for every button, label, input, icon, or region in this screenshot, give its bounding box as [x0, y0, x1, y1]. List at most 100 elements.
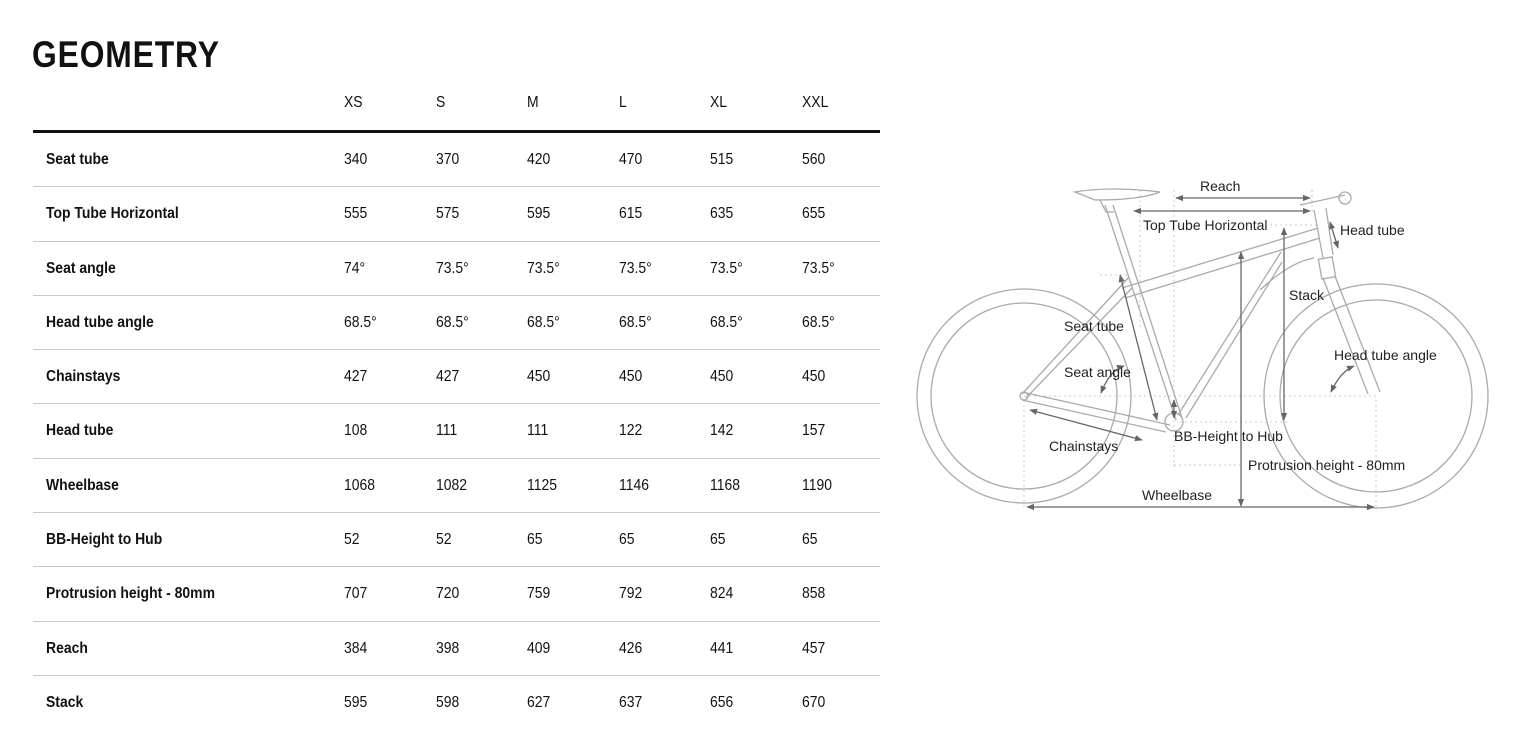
- cell-value: 73.5°: [436, 259, 469, 277]
- cell-value: 65: [802, 531, 818, 549]
- cell-value: 1190: [802, 476, 833, 494]
- row-label: Seat tube: [46, 151, 109, 168]
- label-chainstays: Chainstays: [1049, 438, 1118, 454]
- cell-value: 68.5°: [436, 313, 469, 331]
- label-bb-height: BB-Height to Hub: [1174, 428, 1283, 444]
- table-row: Chainstays 427 427 450 450 450 450: [33, 350, 880, 405]
- cell-value: 340: [344, 151, 368, 168]
- size-header: XL: [710, 94, 728, 111]
- cell-value: 1168: [710, 476, 741, 494]
- size-header: S: [436, 94, 446, 111]
- cell-value: 450: [710, 368, 734, 386]
- cell-value: 108: [344, 422, 368, 440]
- cell-value: 398: [436, 639, 460, 657]
- size-header: XS: [344, 94, 363, 111]
- cell-value: 370: [436, 151, 460, 168]
- cell-value: 457: [802, 639, 826, 657]
- label-stack: Stack: [1289, 287, 1325, 303]
- row-label: Head tube angle: [46, 313, 154, 331]
- label-wheelbase: Wheelbase: [1142, 487, 1212, 503]
- row-label: Top Tube Horizontal: [46, 205, 179, 223]
- cell-value: 65: [619, 531, 635, 549]
- table-row: Seat angle 74° 73.5° 73.5° 73.5° 73.5° 73.5°: [33, 242, 880, 296]
- cell-value: 560: [802, 151, 826, 168]
- label-reach: Reach: [1200, 178, 1240, 194]
- cell-value: 450: [527, 368, 551, 386]
- cell-value: 68.5°: [344, 313, 377, 331]
- cell-value: 575: [436, 205, 460, 223]
- row-label: Protrusion height - 80mm: [46, 585, 215, 603]
- row-label: Head tube: [46, 422, 114, 440]
- cell-value: 515: [710, 151, 734, 168]
- row-label: BB-Height to Hub: [46, 531, 163, 549]
- cell-value: 1146: [619, 476, 650, 494]
- cell-value: 1068: [344, 476, 376, 494]
- label-seat-angle: Seat angle: [1064, 364, 1131, 380]
- size-header: L: [619, 94, 627, 111]
- cell-value: 441: [710, 639, 734, 657]
- cell-value: 65: [527, 531, 543, 549]
- cell-value: 142: [710, 422, 734, 440]
- cell-value: 595: [344, 693, 368, 711]
- cell-value: 73.5°: [619, 259, 652, 277]
- cell-value: 720: [436, 585, 460, 603]
- row-label: Chainstays: [46, 368, 121, 386]
- bike-geometry-diagram: Reach Top Tube Horizontal Head tube Stac…: [916, 178, 1489, 511]
- cell-value: 73.5°: [710, 259, 743, 277]
- row-label: Wheelbase: [46, 476, 119, 494]
- cell-value: 409: [527, 639, 551, 657]
- label-head-tube-angle: Head tube angle: [1334, 347, 1437, 363]
- label-seat-tube: Seat tube: [1064, 318, 1124, 334]
- table-row: Top Tube Horizontal 555 575 595 615 635 655: [33, 187, 880, 242]
- cell-value: 52: [344, 531, 360, 549]
- cell-value: 73.5°: [527, 259, 560, 277]
- cell-value: 384: [344, 639, 368, 657]
- cell-value: 858: [802, 585, 826, 603]
- cell-value: 74°: [344, 259, 366, 277]
- cell-value: 1082: [436, 476, 468, 494]
- cell-value: 68.5°: [527, 313, 560, 331]
- cell-value: 627: [527, 693, 551, 711]
- table-row: Head tube 108 111 111 122 142 157: [33, 404, 880, 459]
- cell-value: 470: [619, 151, 643, 168]
- cell-value: 65: [710, 531, 726, 549]
- table-header: XS S M L XL XXL: [33, 80, 880, 133]
- cell-value: 655: [802, 205, 826, 223]
- page-title: GEOMETRY: [32, 34, 220, 75]
- cell-value: 656: [710, 693, 734, 711]
- table-row: Stack 595 598 627 637 656 670: [33, 676, 880, 729]
- row-label: Reach: [46, 639, 88, 657]
- label-top-tube: Top Tube Horizontal: [1143, 217, 1268, 233]
- cell-value: 122: [619, 422, 643, 440]
- table-row: Wheelbase 1068 1082 1125 1146 1168 1190: [33, 459, 880, 514]
- cell-value: 52: [436, 531, 452, 549]
- table-row: Seat tube 340 370 420 470 515 560: [33, 133, 880, 188]
- cell-value: 637: [619, 693, 643, 711]
- table-row: Protrusion height - 80mm 707 720 759 792 824 8…: [33, 567, 880, 622]
- size-header: XXL: [802, 94, 829, 111]
- cell-value: 707: [344, 585, 368, 603]
- cell-value: 615: [619, 205, 643, 223]
- cell-value: 824: [710, 585, 734, 603]
- cell-value: 670: [802, 693, 826, 711]
- cell-value: 68.5°: [619, 313, 652, 331]
- cell-value: 759: [527, 585, 551, 603]
- size-header: M: [527, 94, 539, 111]
- cell-value: 73.5°: [802, 259, 835, 277]
- cell-value: 598: [436, 693, 460, 711]
- table-row: Reach 384 398 409 426 441 457: [33, 622, 880, 676]
- row-label: Seat angle: [46, 259, 116, 277]
- cell-value: 427: [344, 368, 368, 386]
- label-head-tube: Head tube: [1340, 222, 1405, 238]
- cell-value: 450: [802, 368, 826, 386]
- cell-value: 68.5°: [710, 313, 743, 331]
- label-protrusion: Protrusion height - 80mm: [1248, 457, 1405, 473]
- cell-value: 555: [344, 205, 368, 223]
- cell-value: 111: [527, 422, 549, 440]
- table-row: BB-Height to Hub 52 52 65 65 65 65: [33, 513, 880, 568]
- cell-value: 68.5°: [802, 313, 835, 331]
- cell-value: 111: [436, 422, 458, 440]
- cell-value: 450: [619, 368, 643, 386]
- cell-value: 792: [619, 585, 643, 603]
- cell-value: 1125: [527, 476, 558, 494]
